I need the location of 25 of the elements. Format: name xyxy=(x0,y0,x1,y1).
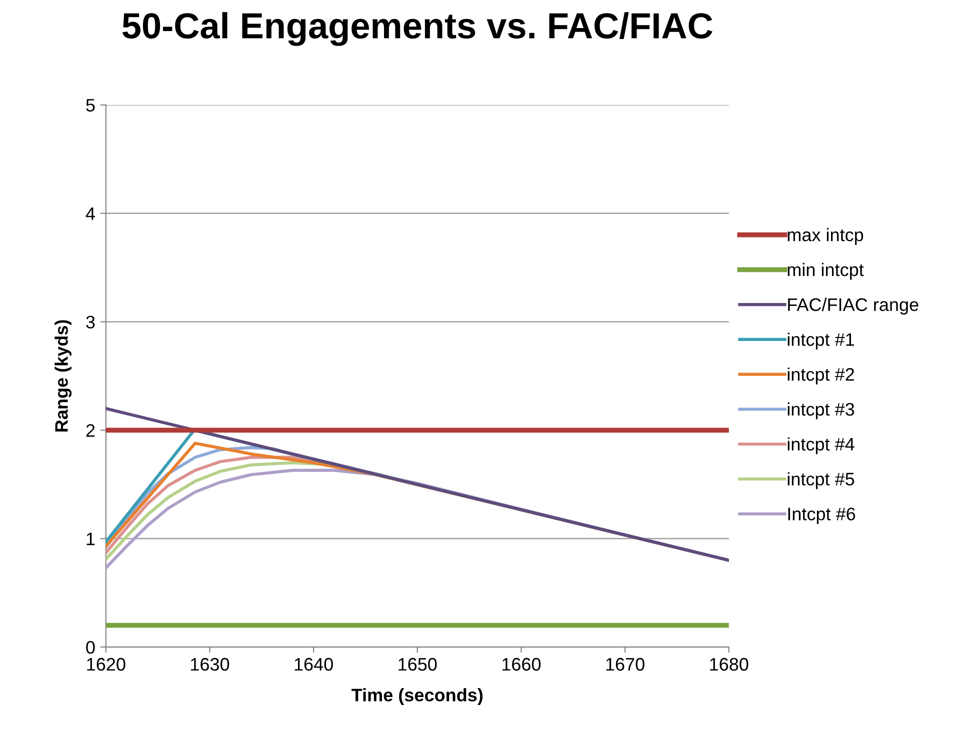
y-tick-label: 2 xyxy=(86,424,95,437)
chart-title: 50-Cal Engagements vs. FAC/FIAC xyxy=(122,12,712,46)
x-tick-label: 1650 xyxy=(398,658,437,671)
y-tick-label: 5 xyxy=(86,99,95,112)
x-tick-label: 1680 xyxy=(710,658,748,671)
y-axis-title: Range (kyds) xyxy=(54,320,72,432)
legend-label: max intcp xyxy=(788,228,864,245)
x-axis-title: Time (seconds) xyxy=(352,688,483,706)
legend-label: intcpt #1 xyxy=(788,332,854,350)
y-tick-label: 0 xyxy=(86,640,95,654)
y-tick-label: 1 xyxy=(86,532,95,546)
legend-label: intcpt #3 xyxy=(788,402,854,420)
legend-label: intcpt #2 xyxy=(788,368,854,384)
legend-label: Intcpt #6 xyxy=(788,508,856,524)
x-tick-label: 1660 xyxy=(502,658,541,671)
y-tick-label: 4 xyxy=(86,207,95,220)
legend-label: FAC/FIAC range xyxy=(788,298,918,315)
legend-label: min intcpt xyxy=(788,262,864,280)
x-tick-label: 1630 xyxy=(191,658,230,671)
y-tick-label: 3 xyxy=(86,316,95,328)
legend-label: intcpt #5 xyxy=(788,472,854,490)
legend-label: intcpt #4 xyxy=(788,437,854,454)
x-tick-label: 1620 xyxy=(87,658,126,671)
x-tick-label: 1640 xyxy=(294,658,333,671)
x-tick-label: 1670 xyxy=(606,658,644,671)
